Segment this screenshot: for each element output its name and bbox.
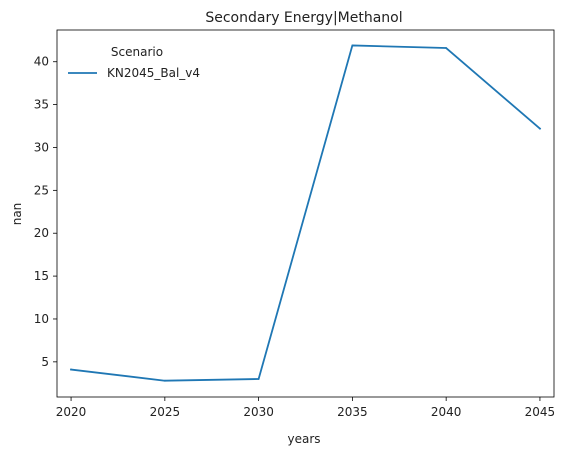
data-point [445,47,448,49]
chart-title: Secondary Energy|Methanol [205,10,402,26]
x-tick-label: 2045 [525,405,556,419]
plot-frame [56,29,555,398]
x-tick-label: 2025 [150,405,181,419]
data-point [70,368,72,371]
data-point [163,379,166,382]
data-point [257,378,260,380]
y-axis-label: nan [10,203,24,226]
x-axis: 2020 2025 2030 2035 2040 2045 [56,397,555,419]
x-tick-label: 2020 [56,405,87,419]
y-axis: 5 10 15 20 25 30 35 40 [34,55,57,369]
legend: Scenario KN2045_Bal_v4 [68,45,200,80]
x-tick-label: 2030 [243,405,274,419]
y-tick-label: 30 [34,140,49,154]
y-tick-label: 40 [34,55,49,69]
legend-label: KN2045_Bal_v4 [107,66,200,80]
y-tick-label: 35 [34,98,49,112]
y-tick-label: 10 [34,312,49,326]
y-tick-label: 15 [34,269,49,283]
plot-area [70,44,542,382]
data-point [539,127,541,130]
legend-title: Scenario [111,45,163,59]
y-tick-label: 25 [34,183,49,197]
y-tick-label: 5 [41,355,49,369]
data-point [351,44,354,47]
x-tick-label: 2035 [337,405,368,419]
y-tick-label: 20 [34,226,49,240]
series-line-0 [70,44,542,382]
x-tick-label: 2040 [431,405,462,419]
x-axis-label: years [287,432,320,446]
